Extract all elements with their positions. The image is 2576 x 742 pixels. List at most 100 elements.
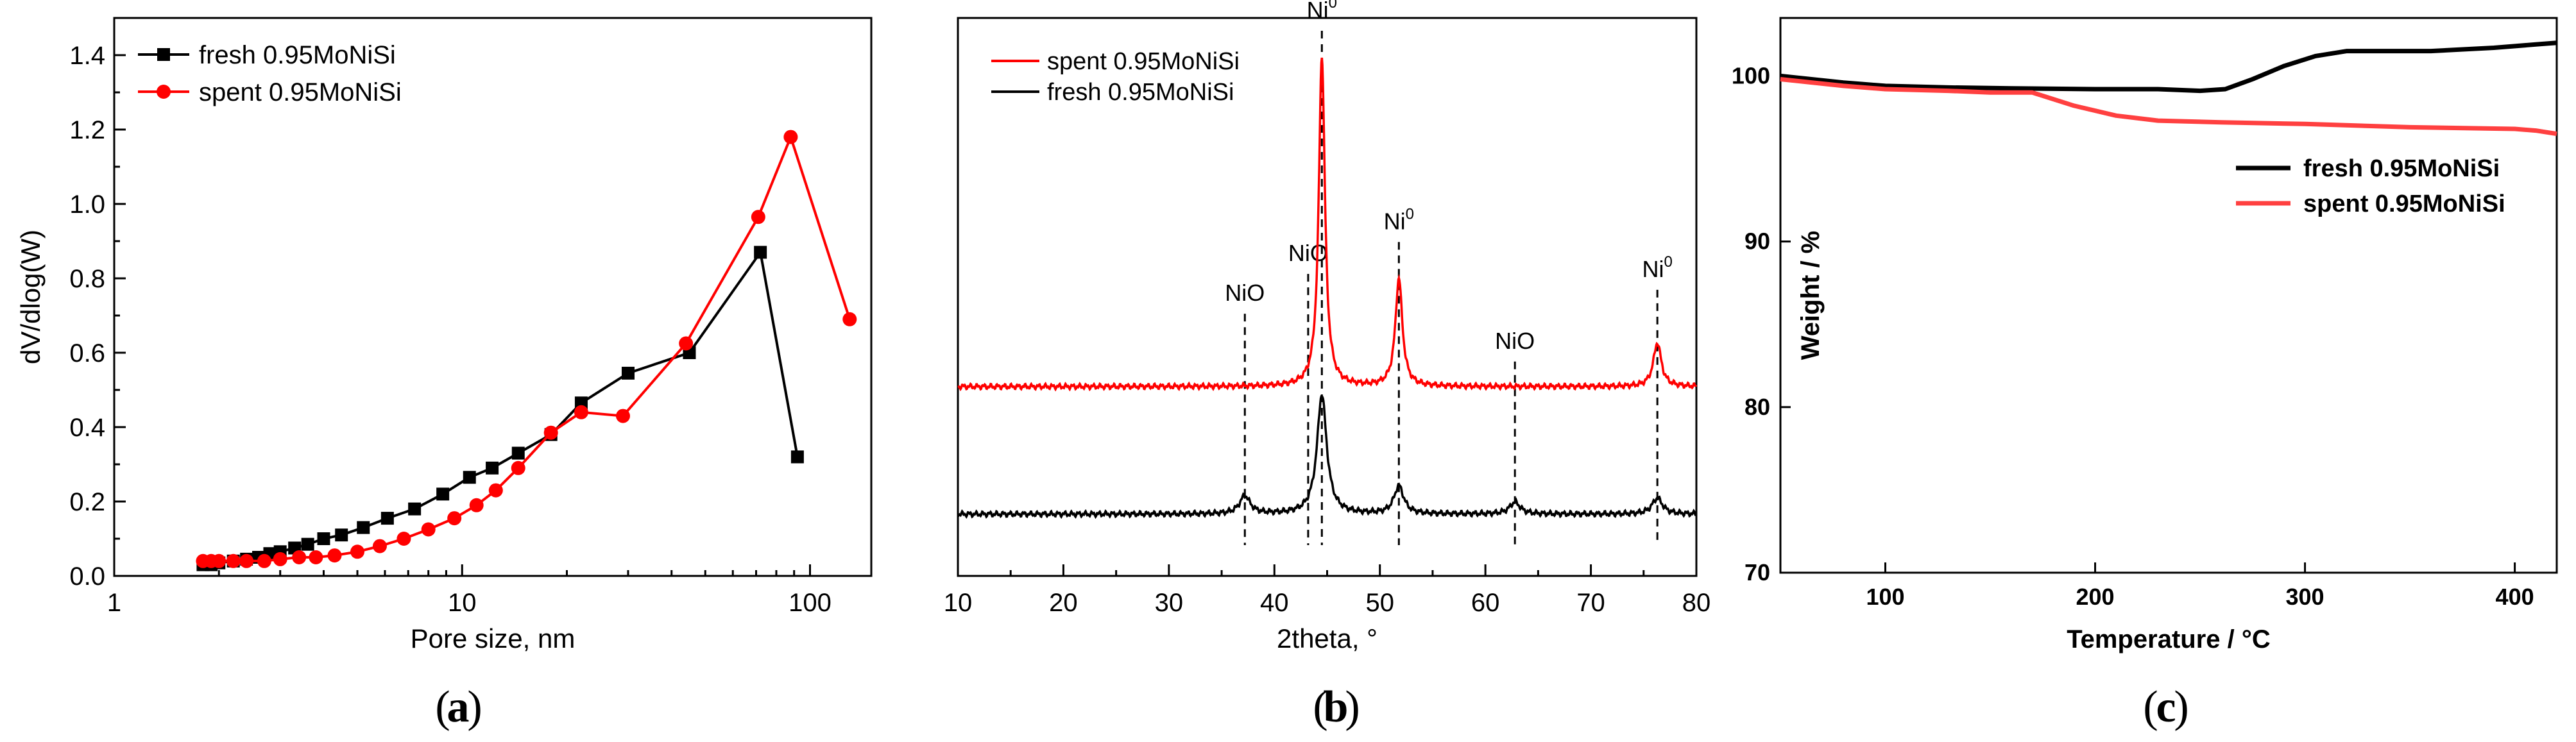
- panel-a-pore-size-distribution: 1 10 100 0.0 0.2 0.4 0.6 0.8 1.0 1.2 1.4 Pore size,…: [15, 17, 873, 732]
- data-point-fresh: [335, 528, 348, 542]
- series-line-0: [203, 249, 799, 566]
- data-point-fresh: [511, 446, 525, 460]
- x-tick-label: 400: [2496, 584, 2534, 610]
- x-tick-label: 300: [2286, 584, 2324, 610]
- series-line-0: [1780, 40, 2557, 94]
- data-point-fresh: [380, 512, 394, 525]
- legend-marker: [157, 48, 170, 61]
- x-tick-label: 60: [1471, 589, 1500, 617]
- data-point-fresh: [301, 537, 314, 551]
- x-axis-label: 2theta, °: [1277, 623, 1378, 653]
- data-point-spent: [257, 553, 271, 568]
- y-tick-label: 0.6: [69, 339, 105, 367]
- peak-label-text: NiO: [1225, 280, 1265, 306]
- plot-frame: [1779, 17, 2558, 574]
- y-tick-label: 90: [1744, 228, 1770, 255]
- legend-label: spent 0.95MoNiSi: [1047, 48, 1240, 75]
- legend-label: spent 0.95MoNiSi: [199, 78, 402, 106]
- x-tick-label: 20: [1049, 589, 1078, 617]
- caption-c-letter: c: [2156, 682, 2176, 732]
- peak-label: Ni0: [1384, 205, 1414, 234]
- caption-c-close: ): [2174, 682, 2188, 732]
- legend-label: spent 0.95MoNiSi: [2303, 190, 2505, 217]
- legend-label: fresh 0.95MoNiSi: [2303, 155, 2500, 182]
- x-tick-label: 200: [2076, 584, 2115, 610]
- y-axis-label: dV/dlog(W): [15, 230, 46, 364]
- y-tick-label: 100: [1732, 62, 1770, 89]
- data-point-spent: [574, 405, 588, 419]
- x-tick-label: 10: [448, 589, 477, 617]
- data-point-fresh: [357, 521, 370, 534]
- legend-label: fresh 0.95MoNiSi: [1047, 79, 1234, 106]
- data-point-spent: [421, 522, 436, 537]
- data-point-spent: [239, 553, 254, 568]
- peak-label: Ni0: [1307, 0, 1337, 23]
- data-point-spent: [783, 130, 798, 144]
- y-tick-label: 0.8: [69, 265, 105, 293]
- caption-b-close: ): [1345, 682, 1360, 732]
- series-line-0: [957, 57, 1698, 392]
- y-tick-label: 1.4: [69, 42, 105, 70]
- x-tick-label: 30: [1155, 589, 1184, 617]
- peak-label: NiO: [1225, 280, 1265, 306]
- caption-a-letter: a: [447, 682, 470, 732]
- y-tick-label: 70: [1744, 559, 1770, 586]
- series-line-1: [957, 394, 1698, 519]
- caption-b-letter: b: [1324, 682, 1349, 732]
- caption-a-close: ): [467, 682, 482, 732]
- x-tick-label: 1: [107, 589, 121, 617]
- peak-label: Ni0: [1642, 253, 1672, 282]
- y-tick-label: 1.0: [69, 190, 105, 219]
- x-axis-label: Temperature / °C: [2067, 625, 2271, 653]
- data-point-fresh: [754, 246, 767, 259]
- data-point-fresh: [463, 471, 476, 484]
- data-point-fresh: [790, 450, 804, 464]
- x-axis-label: Pore size, nm: [411, 623, 576, 653]
- data-point-spent: [543, 425, 558, 440]
- peak-label-text: Ni: [1384, 208, 1406, 234]
- data-point-spent: [511, 460, 525, 475]
- data-point-fresh: [486, 461, 499, 475]
- peak-label: NiO: [1495, 328, 1535, 354]
- x-tick-label: 100: [1866, 584, 1904, 610]
- series-line-1: [1780, 77, 2557, 137]
- plot-frame: [113, 17, 873, 577]
- data-point-fresh: [317, 532, 330, 545]
- peak-label-text: Ni: [1307, 0, 1329, 23]
- y-tick-label: 80: [1744, 394, 1770, 420]
- legend-label: fresh 0.95MoNiSi: [199, 41, 396, 69]
- data-point-spent: [350, 544, 365, 559]
- x-tick-label: 80: [1682, 589, 1711, 617]
- legend-marker: [157, 85, 171, 99]
- peak-label-superscript: 0: [1329, 0, 1337, 12]
- data-point-spent: [469, 498, 484, 512]
- data-point-spent: [751, 210, 765, 224]
- data-point-fresh: [436, 487, 450, 501]
- peak-label-superscript: 0: [1406, 205, 1414, 223]
- peak-label-superscript: 0: [1664, 253, 1672, 271]
- caption-a-open: (: [435, 682, 450, 732]
- x-tick-label: 10: [944, 589, 973, 617]
- caption-b-open: (: [1313, 682, 1327, 732]
- y-tick-label: 1.2: [69, 116, 105, 144]
- peak-label-text: Ni: [1642, 256, 1664, 282]
- data-point-spent: [397, 532, 411, 546]
- x-tick-label: 70: [1576, 589, 1605, 617]
- data-point-spent: [447, 511, 462, 526]
- data-point-spent: [615, 409, 630, 423]
- data-point-spent: [372, 539, 387, 553]
- data-point-spent: [212, 553, 226, 568]
- data-point-spent: [679, 336, 694, 351]
- data-point-spent: [226, 553, 241, 568]
- data-point-spent: [292, 550, 307, 564]
- series-line-1: [203, 133, 851, 562]
- y-tick-label: 0.4: [69, 414, 105, 442]
- x-tick-label: 50: [1365, 589, 1394, 617]
- y-tick-label: 0.2: [69, 488, 105, 516]
- data-point-spent: [488, 483, 503, 498]
- x-tick-label: 40: [1260, 589, 1289, 617]
- data-point-spent: [309, 550, 323, 564]
- y-axis-label: Weight / %: [1796, 231, 1825, 360]
